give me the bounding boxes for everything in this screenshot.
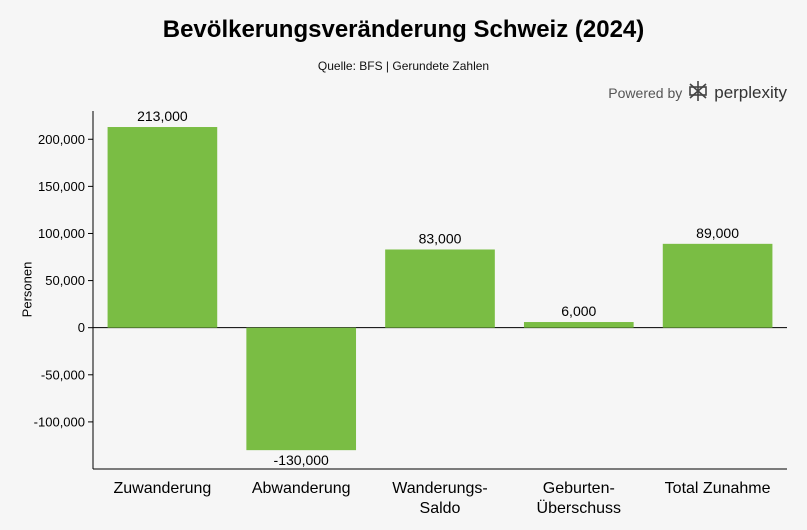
y-tick-label: 50,000 (45, 273, 85, 288)
x-category-label: Wanderungs- Saldo (392, 480, 487, 517)
y-tick-label: 100,000 (38, 226, 85, 241)
x-category-label: Zuwanderung (113, 480, 211, 497)
y-tick-label: -50,000 (41, 367, 85, 382)
x-category-label: Abwanderung (252, 480, 351, 497)
y-tick-label: -100,000 (34, 414, 85, 429)
bar (662, 243, 773, 328)
x-category-label-line: Saldo (420, 500, 461, 517)
y-tick-label: 0 (78, 320, 85, 335)
y-tick-label: 150,000 (38, 179, 85, 194)
x-category-label-line: Zuwanderung (113, 480, 211, 497)
bar (523, 322, 634, 328)
perplexity-logo-icon (688, 80, 708, 105)
x-category-label: Total Zunahme (665, 480, 771, 497)
powered-by-label: Powered by (608, 84, 683, 101)
bar (246, 327, 357, 451)
chart-title: Bevölkerungsveränderung Schweiz (2024) (162, 16, 645, 43)
powered-by-brand: perplexity (714, 82, 787, 102)
data-label: 83,000 (419, 230, 462, 246)
data-label: -130,000 (274, 452, 329, 468)
x-category-label-line: Abwanderung (252, 480, 351, 497)
data-label: 6,000 (561, 303, 596, 319)
powered-by-badge[interactable]: Powered by perplexity (608, 80, 787, 105)
x-category-label-line: Total Zunahme (665, 480, 771, 497)
chart-subtitle: Quelle: BFS | Gerundete Zahlen (317, 59, 490, 73)
y-tick-label: 200,000 (38, 132, 85, 147)
data-label: 89,000 (696, 225, 739, 241)
x-category-label-line: Wanderungs- (392, 480, 487, 497)
x-category-label: Geburten- Überschuss (537, 480, 621, 517)
x-category-label-line: Geburten- (543, 480, 615, 497)
data-label: 213,000 (137, 108, 188, 124)
bar (385, 249, 495, 328)
bar (107, 127, 218, 328)
x-category-label-line: Überschuss (537, 499, 621, 517)
